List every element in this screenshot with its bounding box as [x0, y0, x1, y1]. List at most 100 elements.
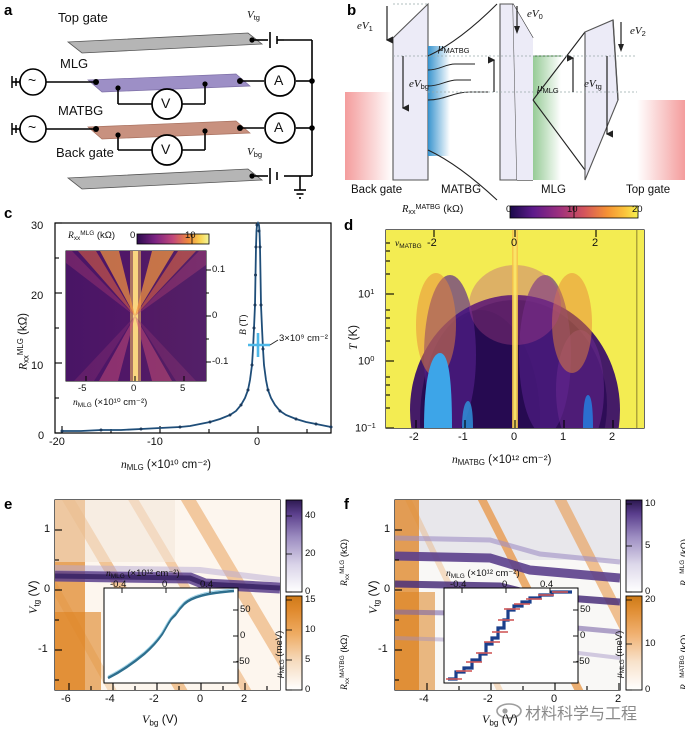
panel-d-ylabel: T (K) [348, 325, 360, 350]
panel-c-inset-colorbar [136, 233, 210, 245]
ammeter-mlg [264, 65, 296, 97]
panel-d-nu-tick-0: 0 [511, 237, 518, 249]
vtg-label: Vtg [247, 9, 260, 23]
panel-a-schematic [11, 32, 315, 199]
panel-d-nu-label: νMATBG [395, 239, 422, 250]
voltmeter-matbg [151, 134, 183, 166]
battery-back-gate [269, 168, 278, 184]
panel-c-xtick-m10: -10 [147, 436, 163, 448]
panel-e-ytick-1: 1 [44, 523, 51, 535]
panel-f-ylabel: Vtg (V) [366, 580, 382, 615]
panel-c-label: c [4, 205, 13, 222]
panel-c-inset-cbar-title: RxxMLG (kΩ) [68, 230, 116, 242]
panel-c-annotation: 3×10⁹ cm⁻² [279, 333, 328, 344]
evbg-label: eVbg [409, 78, 429, 92]
matbg-valence-band [427, 149, 498, 201]
panel-c-inset-ytick-0: 0 [212, 310, 218, 321]
panel-c-ylabel: RxxMLG (kΩ) [16, 313, 31, 370]
back-gate-slab [66, 168, 264, 190]
panel-d-nu-tick-m2: -2 [427, 237, 437, 249]
back-gate-electrode [345, 92, 393, 180]
panel-c-ytick-10: 10 [31, 360, 44, 372]
sc-dome-left [424, 353, 452, 428]
panel-d-plot [385, 205, 645, 429]
panel-c-inset-xtick-5: 5 [180, 383, 186, 394]
ground-icon [294, 189, 306, 199]
panel-f-inset-xtick-m04: -0.4 [450, 579, 467, 590]
panel-e-cbar-mlg-tick-20: 20 [305, 548, 316, 559]
panel-f-inset-ytick-50: 50 [580, 604, 591, 615]
mlg-dirac-lower [532, 99, 586, 171]
panel-e-xticks [68, 683, 268, 690]
panel-d-yticks [386, 242, 394, 429]
panel-c: c [0, 205, 345, 495]
panel-e-inset-ytick-0: 0 [240, 630, 246, 641]
panel-e-xtick-m4: -4 [105, 693, 115, 705]
panel-e-xtick-m6: -6 [61, 693, 71, 705]
panel-c-width-marker [248, 333, 270, 357]
panel-a: a [0, 0, 345, 205]
mlg-dirac-upper [532, 31, 586, 101]
panel-d-ytick-1e0: 100 [358, 354, 375, 368]
panel-e-inset-ytick-m50: -50 [236, 656, 250, 667]
panel-e-ytick-0: 0 [44, 583, 51, 595]
ammeter-symbol-mlg: A [274, 72, 284, 88]
vbg-label: Vbg [247, 146, 263, 160]
region-label-back-gate: Back gate [351, 184, 403, 196]
matbg-dos-fill [428, 46, 450, 156]
top-gate-label: Top gate [58, 10, 108, 25]
panel-f-inset-xtick-0: 0 [502, 579, 508, 590]
contact-dots [93, 37, 315, 179]
panel-f-xtick-2: 2 [615, 693, 622, 705]
watermark-logo-icon [496, 703, 522, 719]
voltmeter-symbol-matbg: V [161, 141, 171, 157]
panel-e-cbar-ticks [286, 515, 292, 691]
reference-lines [393, 3, 637, 93]
barrier2-fill [513, 4, 533, 180]
panel-c-xtick-0: 0 [254, 436, 261, 448]
panel-c-ytick-20: 20 [31, 290, 44, 302]
panel-e-colorbar-matbg [285, 595, 303, 691]
panel-f-cbar-matbg-tick-10: 10 [645, 638, 656, 649]
panel-b: b [345, 0, 685, 205]
panel-f-xtick-0: 0 [551, 693, 558, 705]
panel-c-ytick-30: 30 [31, 220, 44, 232]
battery-top-gate [269, 32, 284, 48]
panel-c-yticks [55, 222, 62, 434]
panel-f-heatmap [395, 500, 620, 690]
sc-dome-right [583, 395, 593, 428]
barrier-backgate-matbg [392, 2, 429, 181]
panel-c-annotation-leader [269, 339, 279, 346]
panel-e-inset-ticks [121, 588, 238, 663]
panel-d-xlabel: nMATBG (×10¹² cm⁻²) [452, 454, 552, 468]
panel-c-inset-cbar-tick-0: 0 [130, 230, 136, 241]
barrier-mlg-topgate [584, 19, 619, 181]
ac-symbol-matbg: ~ [28, 119, 37, 135]
panel-e-xtick-2: 2 [241, 693, 248, 705]
ac-symbol-mlg: ~ [28, 72, 37, 88]
panel-c-ytick-0: 0 [38, 430, 45, 442]
panel-f-ytick-m1: -1 [378, 643, 388, 655]
panel-c-inset-cbar-tick-10: 10 [185, 230, 196, 241]
panel-e-xlabel: Vbg (V) [142, 712, 178, 728]
ev0-label: eV0 [527, 8, 543, 22]
panel-e-inset-curve [107, 589, 235, 680]
mlg-label: MLG [60, 56, 89, 71]
ev2-label: eV2 [630, 25, 646, 39]
panel-d: d [340, 203, 685, 495]
panel-e-cbar-matbg-tick-0: 0 [305, 684, 311, 695]
voltmeter-mlg [151, 88, 183, 120]
panel-e-inset-xtick-m04: -0.4 [110, 579, 127, 590]
panel-f: f [340, 492, 685, 736]
back-gate-label: Back gate [56, 145, 114, 160]
panel-e-plot [54, 499, 303, 691]
circuit-wires [12, 39, 313, 190]
mu-matbg-label: μMATBG [438, 42, 470, 56]
panel-f-inset-ticks [461, 588, 578, 663]
panel-c-inset-ytick-01: 0.1 [212, 264, 226, 275]
panel-e-yticks [55, 529, 62, 681]
panel-f-cbar-mlg-tick-5: 5 [645, 540, 651, 551]
panel-f-cbar-matbg-tick-20: 20 [645, 594, 656, 605]
panel-f-inset-errorbars [446, 591, 568, 680]
top-gate-electrode [637, 100, 685, 180]
